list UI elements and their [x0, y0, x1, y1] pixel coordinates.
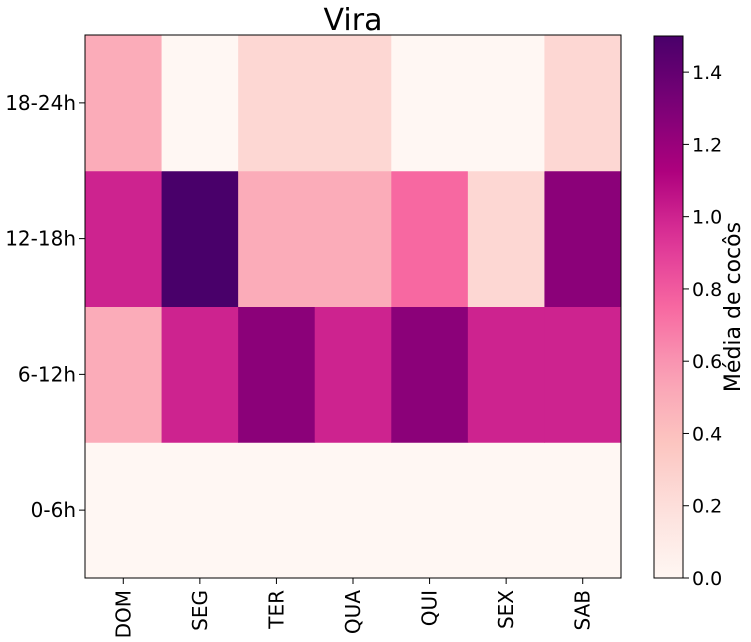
heatmap-cell — [391, 442, 469, 579]
x-tick-label: DOM — [111, 590, 135, 638]
heatmap-cell — [238, 442, 316, 579]
heatmap-cell — [467, 442, 545, 579]
heatmap-cell — [238, 170, 316, 307]
y-axis: 0-6h 6-12h 12-18h 18-24h — [5, 91, 85, 522]
heatmap-cell — [467, 170, 545, 307]
heatmap-cell — [467, 35, 545, 172]
colorbar-label: Média de cocôs — [721, 222, 746, 392]
heatmap-cell — [85, 170, 163, 307]
heatmap-cell — [161, 306, 239, 443]
x-tick-label: QUA — [341, 590, 365, 634]
heatmap-cell — [85, 35, 163, 172]
x-tick-label: TER — [264, 590, 288, 630]
heatmap-cell — [314, 35, 392, 172]
x-tick-label: SEX — [494, 590, 518, 629]
heatmap-cell — [467, 306, 545, 443]
y-tick-label: 12-18h — [5, 227, 76, 251]
x-tick-label: SAB — [571, 590, 595, 630]
heatmap-cell — [544, 442, 622, 579]
colorbar-tick-label: 1.4 — [692, 62, 722, 84]
heatmap-cell — [161, 35, 239, 172]
heatmap-cell — [391, 35, 469, 172]
colorbar-tick-label: 0.8 — [692, 279, 722, 301]
heatmap-cell — [85, 306, 163, 443]
heatmap-cell — [544, 306, 622, 443]
heatmap-cell — [314, 306, 392, 443]
colorbar-ticks: 0.0 0.2 0.4 0.6 0.8 1.0 1.2 1.4 — [683, 62, 722, 590]
heatmap-cell — [544, 170, 622, 307]
heatmap-cell — [391, 170, 469, 307]
y-tick-label: 0-6h — [31, 498, 76, 522]
colorbar-tick-label: 1.2 — [692, 134, 722, 156]
colorbar-tick-label: 0.4 — [692, 423, 722, 445]
chart-title: Vira — [324, 3, 383, 38]
colorbar-tick-label: 0.6 — [692, 351, 722, 373]
x-tick-label: SEG — [188, 590, 212, 631]
heatmap-cell — [391, 306, 469, 443]
heatmap-cell — [161, 442, 239, 579]
colorbar-tick-label: 0.2 — [692, 496, 722, 518]
colorbar — [653, 35, 684, 579]
heatmap-cell — [85, 442, 163, 579]
y-tick-label: 6-12h — [18, 362, 76, 386]
colorbar-tick-label: 0.0 — [692, 568, 722, 590]
heatmap-cell — [238, 35, 316, 172]
y-tick-label: 18-24h — [5, 91, 76, 115]
heatmap-cells — [85, 35, 622, 579]
heatmap-cell — [161, 170, 239, 307]
x-tick-label: QUI — [418, 590, 442, 626]
heatmap-cell — [314, 170, 392, 307]
x-axis: DOM SEG TER QUA QUI SEX SAB — [111, 578, 595, 638]
heatmap-cell — [544, 35, 622, 172]
heatmap-cell — [314, 442, 392, 579]
heatmap-cell — [238, 306, 316, 443]
colorbar-tick-label: 1.0 — [692, 207, 722, 229]
